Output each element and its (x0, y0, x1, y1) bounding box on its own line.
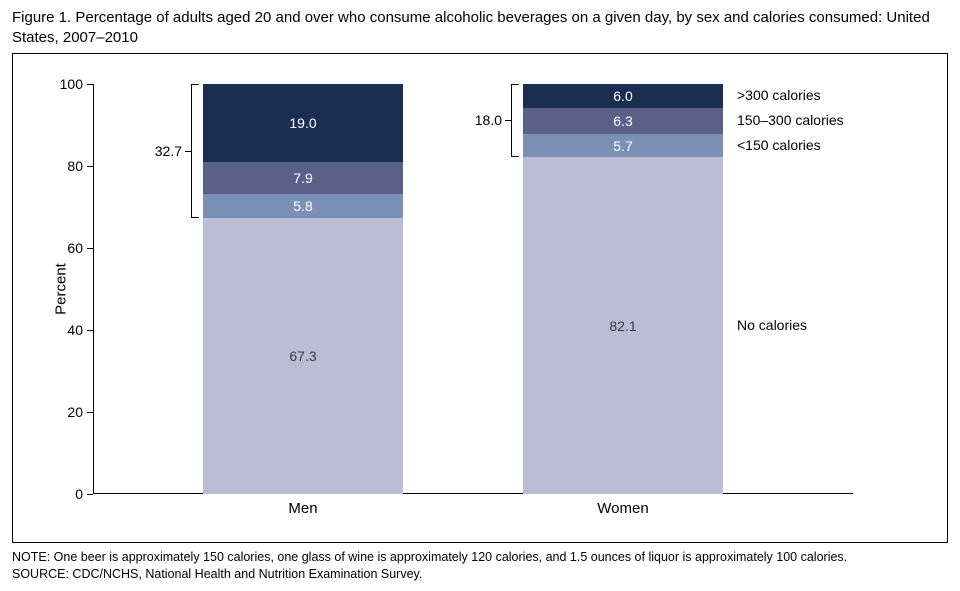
y-tick (87, 494, 93, 495)
plot-area: Percent 02040608010067.35.87.919.0Men32.… (93, 84, 853, 494)
segment-women-mid: 6.3 (523, 108, 723, 134)
segment-women-no_calories: 82.1 (523, 157, 723, 494)
segment-value: 5.8 (293, 198, 312, 214)
segment-men-lt150: 5.8 (203, 194, 403, 218)
x-label-women: Women (597, 500, 648, 517)
bracket-men: 32.7 (191, 84, 192, 218)
bar-men: 67.3 5.8 7.9 19.0 (203, 84, 403, 494)
legend-no_calories: No calories (737, 317, 807, 333)
y-tick-label: 20 (67, 404, 83, 420)
segment-value: 82.1 (609, 318, 636, 334)
x-label-men: Men (288, 500, 317, 517)
segment-men-gt300: 19.0 (203, 84, 403, 162)
bracket-label-women: 18.0 (475, 112, 502, 128)
bracket-women: 18.0 (511, 84, 512, 158)
segment-men-no_calories: 67.3 (203, 218, 403, 494)
segment-value: 6.3 (613, 113, 632, 129)
segment-women-gt300: 6.0 (523, 84, 723, 109)
y-tick (87, 330, 93, 331)
y-tick (87, 248, 93, 249)
y-tick-label: 60 (67, 240, 83, 256)
footnote-note: NOTE: One beer is approximately 150 calo… (12, 549, 948, 566)
segment-value: 6.0 (613, 88, 632, 104)
segment-value: 7.9 (293, 170, 312, 186)
segment-men-mid: 7.9 (203, 162, 403, 194)
y-tick-label: 40 (67, 322, 83, 338)
y-tick-label: 0 (75, 486, 83, 502)
y-axis (93, 84, 94, 494)
y-tick (87, 84, 93, 85)
y-tick-label: 100 (60, 76, 83, 92)
bracket-label-men: 32.7 (155, 143, 182, 159)
y-tick (87, 166, 93, 167)
bar-women: 82.1 5.7 6.3 6.0 (523, 84, 723, 494)
segment-women-lt150: 5.7 (523, 134, 723, 157)
figure-title: Figure 1. Percentage of adults aged 20 a… (12, 8, 948, 47)
chart-frame: Percent 0 20 40 60 80 100 67.3 5.8 7.9 19.0 Men 32.… (12, 53, 948, 543)
footnote: NOTE: One beer is approximately 150 calo… (12, 549, 948, 583)
y-axis-title: Percent (52, 263, 69, 315)
footnote-source: SOURCE: CDC/NCHS, National Health and Nu… (12, 566, 948, 583)
segment-value: 5.7 (613, 138, 632, 154)
segment-value: 67.3 (289, 348, 316, 364)
legend-gt300: >300 calories (737, 87, 821, 103)
legend-mid: 150–300 calories (737, 112, 844, 128)
y-tick-label: 80 (67, 158, 83, 174)
y-tick (87, 412, 93, 413)
legend-lt150: <150 calories (737, 137, 821, 153)
segment-value: 19.0 (289, 115, 316, 131)
